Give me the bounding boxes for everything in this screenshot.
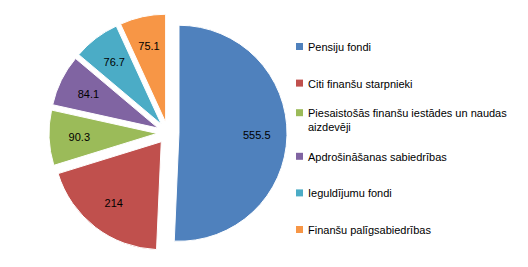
data-label: 214 — [105, 197, 123, 209]
pie-slice — [174, 25, 287, 241]
chart: 555.5 214 90.3 84.1 76.7 75.1 Pensiju fondi Cit… — [0, 0, 528, 267]
data-labels: 555.5 214 90.3 84.1 76.7 75.1 — [69, 40, 271, 209]
data-label: 76.7 — [104, 56, 125, 68]
data-label: 75.1 — [138, 40, 159, 52]
slices — [49, 14, 287, 249]
legend-swatch — [296, 226, 303, 233]
data-label: 90.3 — [69, 131, 90, 143]
legend-label: Ieguldījumu fondi — [308, 187, 392, 199]
legend-label: Pensiju fondi — [308, 41, 371, 53]
legend-swatch — [296, 43, 303, 50]
legend-swatch — [296, 189, 303, 196]
legend-label: Finanšu palīgsabiedrības — [308, 224, 431, 236]
data-label: 555.5 — [243, 129, 271, 141]
data-label: 84.1 — [78, 88, 99, 100]
legend: Pensiju fondi Citi finanšu starpnieki Pies… — [296, 41, 507, 236]
pie-slice — [121, 14, 166, 122]
legend-swatch — [296, 153, 303, 160]
legend-label: Piesaistošās finanšu iestādes un naudasa… — [308, 107, 507, 133]
legend-swatch — [296, 109, 303, 116]
legend-label: Apdrošināšanas sabiedrības — [308, 151, 447, 163]
legend-swatch — [296, 80, 303, 87]
legend-label: Citi finanšu starpnieki — [308, 78, 413, 90]
